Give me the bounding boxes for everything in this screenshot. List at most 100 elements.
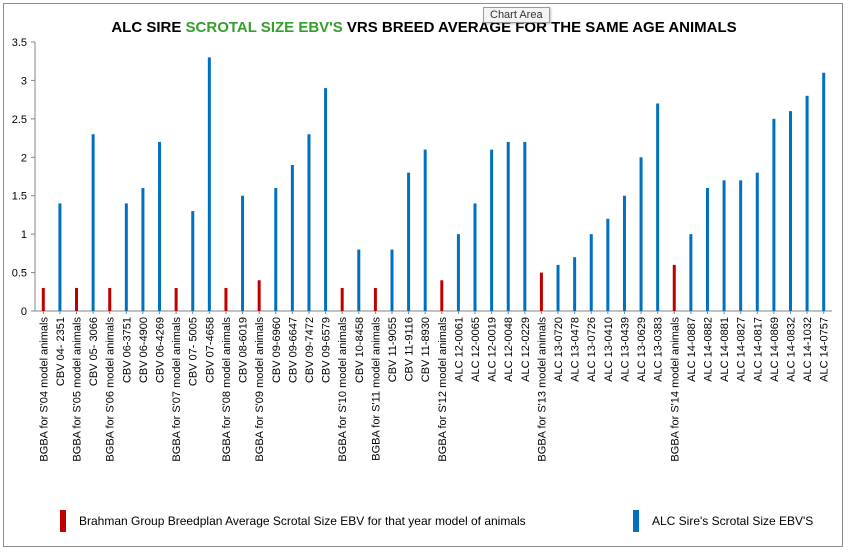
bar-alc xyxy=(506,141,510,311)
x-category-label: ALC 14-0832 xyxy=(785,317,797,382)
y-tick-label: 2.5 xyxy=(12,114,27,126)
bar-alc xyxy=(357,249,361,311)
bar-alc xyxy=(407,172,411,311)
x-category-label: BGBA for S'08 model animals xyxy=(221,317,233,462)
x-category-label: CBV 10-8458 xyxy=(354,317,366,383)
x-category-label: ALC 13-0439 xyxy=(619,317,631,382)
bar-bgba xyxy=(672,264,676,311)
x-category-label: BGBA for S'12 model animals xyxy=(437,317,449,462)
x-category-label: CBV 09-6579 xyxy=(321,317,333,383)
bar-bgba xyxy=(257,280,261,311)
bar-bgba xyxy=(174,287,178,311)
legend-swatch-alc xyxy=(633,510,639,532)
x-category-label: ALC 12-0048 xyxy=(503,317,515,382)
legend-swatch-bgba xyxy=(60,510,66,532)
bar-alc xyxy=(739,180,743,311)
x-category-label: CBV 09-6647 xyxy=(287,317,299,383)
bar-alc xyxy=(390,249,394,311)
bar-alc xyxy=(423,149,427,311)
x-category-label: ALC 13-0629 xyxy=(636,317,648,382)
x-category-label: BGBA for S'10 model animals xyxy=(337,317,349,462)
x-category-label: ALC 14-0757 xyxy=(819,317,831,382)
bar-alc xyxy=(290,164,294,311)
bar-alc xyxy=(274,188,278,311)
y-tick-label: 1.5 xyxy=(12,191,27,203)
bar-alc xyxy=(91,134,95,311)
x-category-label: ALC 13-0383 xyxy=(653,317,665,382)
bar-alc xyxy=(556,264,560,311)
legend-item-bgba: Brahman Group Breedplan Average Scrotal … xyxy=(60,510,526,532)
x-category-label: ALC 13-0720 xyxy=(553,317,565,382)
x-category-label: CBV 05- 3066 xyxy=(88,317,100,386)
title-part-1: ALC SIRE xyxy=(111,19,186,36)
x-category-label: CBV 07- 5005 xyxy=(188,317,200,386)
bar-alc xyxy=(473,203,477,311)
x-category-label: ALC 14-0827 xyxy=(736,317,748,382)
legend-item-alc: ALC Sire's Scrotal Size EBV'S xyxy=(633,510,813,532)
bar-alc xyxy=(141,188,145,311)
bar-bgba xyxy=(539,272,543,311)
y-tick-label: 3.5 xyxy=(12,37,27,49)
bar-alc xyxy=(606,218,610,311)
x-category-label: BGBA for S'14 model animals xyxy=(669,317,681,462)
x-category-label: CBV 06-4900 xyxy=(138,317,150,383)
bar-alc xyxy=(573,257,577,311)
y-tick-label: 2 xyxy=(21,152,27,164)
bar-alc xyxy=(622,195,626,311)
y-tick-label: 3 xyxy=(21,75,27,87)
x-category-label: CBV 06-4269 xyxy=(155,317,167,383)
x-category-label: ALC 12-0229 xyxy=(520,317,532,382)
bar-bgba xyxy=(41,287,45,311)
bar-alc xyxy=(124,203,128,311)
bar-alc xyxy=(589,234,593,311)
bar-alc xyxy=(307,134,311,311)
bar-alc xyxy=(805,95,809,311)
x-category-label: ALC 14-0881 xyxy=(719,317,731,382)
x-category-label: ALC 12-0061 xyxy=(453,317,465,382)
bar-alc xyxy=(755,172,759,311)
bar-alc xyxy=(158,141,162,311)
bar-bgba xyxy=(340,287,344,311)
x-category-label: BGBA for S'09 model animals xyxy=(254,317,266,462)
title-part-3: VRS BREED AVERAGE FOR THE SAME AGE ANIMA… xyxy=(342,19,737,36)
x-category-label: CBV 06-3751 xyxy=(121,317,133,383)
x-category-label: BGBA for S'11 model animals xyxy=(370,317,382,461)
bar-alc xyxy=(207,57,211,311)
chart-title: ALC SIRE SCROTAL SIZE EBV'S VRS BREED AV… xyxy=(0,19,848,36)
x-category-label: CBV 07-4658 xyxy=(204,317,216,383)
bar-alc xyxy=(722,180,726,311)
x-category-label: ALC 14-1032 xyxy=(802,317,814,382)
x-category-label: ALC 12-0065 xyxy=(470,317,482,382)
x-category-label: ALC 13-0726 xyxy=(586,317,598,382)
x-category-label: BGBA for S'06 model animals xyxy=(105,317,117,462)
x-category-label: BGBA for S'04 model animals xyxy=(38,317,50,462)
bar-bgba xyxy=(75,287,79,311)
bar-alc xyxy=(324,88,328,311)
bar-bgba xyxy=(373,287,377,311)
x-category-label: BGBA for S'07 model animals xyxy=(171,317,183,462)
bar-alc xyxy=(241,195,245,311)
x-category-label: ALC 12-0019 xyxy=(487,317,499,382)
x-category-label: BGBA for S'13 model animals xyxy=(536,317,548,462)
x-category-label: CBV 11-9116 xyxy=(404,317,416,381)
bar-alc xyxy=(822,72,826,311)
bar-alc xyxy=(58,203,62,311)
bar-alc xyxy=(689,234,693,311)
x-category-label: CBV 09-6960 xyxy=(271,317,283,383)
title-highlight: SCROTAL SIZE EBV'S xyxy=(185,19,343,36)
bar-alc xyxy=(490,149,494,311)
x-category-label: CBV 11-9055 xyxy=(387,317,399,382)
bar-alc xyxy=(788,111,792,312)
legend-label-alc: ALC Sire's Scrotal Size EBV'S xyxy=(652,514,814,528)
bar-alc xyxy=(639,157,643,311)
bar-alc xyxy=(705,188,709,311)
x-category-label: ALC 13-0410 xyxy=(603,317,615,382)
bar-alc xyxy=(456,234,460,311)
y-tick-label: 0 xyxy=(21,306,27,318)
bar-alc xyxy=(656,103,660,311)
x-category-label: ALC 14-0869 xyxy=(769,317,781,382)
chart-area-tooltip: Chart Area xyxy=(483,7,550,23)
bar-bgba xyxy=(108,287,112,311)
x-category-label: ALC 13-0478 xyxy=(570,317,582,382)
